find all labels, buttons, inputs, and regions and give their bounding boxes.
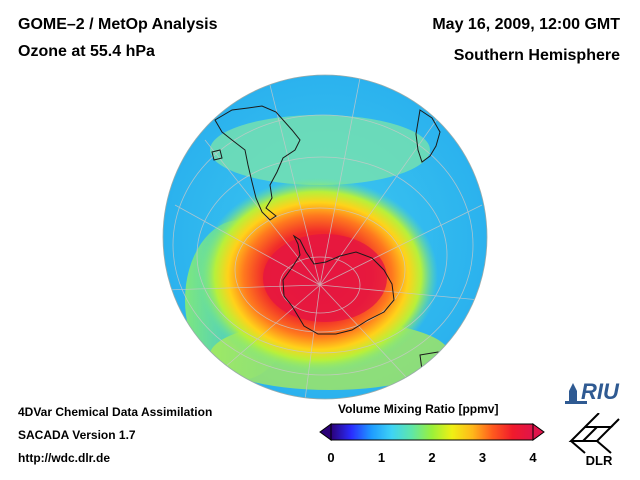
colorbar-gradient	[330, 423, 534, 441]
footer-method: 4DVar Chemical Data Assimilation	[18, 405, 213, 419]
svg-text:DLR: DLR	[586, 453, 613, 468]
region-label: Southern Hemisphere	[453, 47, 620, 64]
product-title: GOME–2 / MetOp Analysis	[18, 16, 218, 33]
mid-latitude-band	[210, 115, 430, 185]
south-america-coast	[214, 105, 301, 221]
riu-tower-icon	[569, 383, 577, 403]
island-coast	[211, 149, 223, 161]
antarctica-coast	[282, 234, 395, 335]
colorbar-tick-label: 3	[478, 450, 487, 465]
colorbar	[319, 423, 545, 441]
footer-version: SACADA Version 1.7	[18, 428, 136, 442]
parameter-title: Ozone at 55.4 hPa	[18, 43, 155, 60]
dlr-logo: DLR	[568, 413, 620, 468]
footer-url[interactable]: http://wdc.dlr.de	[18, 451, 110, 465]
colorbar-tick-label: 4	[529, 450, 537, 465]
svg-text:RIU: RIU	[581, 379, 620, 404]
colorbar-tick-label: 2	[428, 450, 436, 465]
riu-logo: RIU	[565, 379, 620, 404]
colorbar-tick-label: 0	[327, 450, 335, 465]
colorbar-tick-label: 1	[377, 450, 386, 465]
ozone-globe-map	[162, 74, 488, 400]
datetime-label: May 16, 2009, 12:00 GMT	[432, 16, 620, 33]
colorbar-max-arrow	[532, 423, 545, 441]
dlr-emblem-icon	[568, 413, 620, 454]
colorbar-min-arrow	[319, 423, 332, 441]
globe-outline	[162, 74, 488, 400]
colorbar-title: Volume Mixing Ratio [ppmv]	[338, 402, 499, 416]
africa-coast	[415, 109, 441, 163]
